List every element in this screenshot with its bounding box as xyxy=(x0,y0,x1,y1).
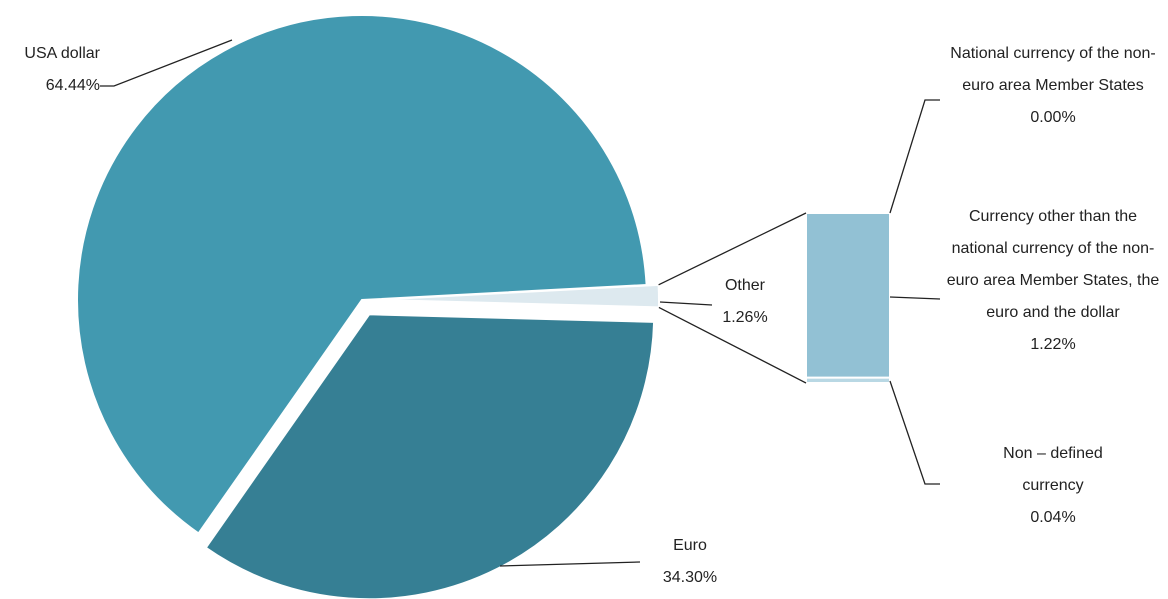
bar-segment xyxy=(805,212,891,379)
category-name: Currency other than the national currenc… xyxy=(946,208,1160,321)
data-label: Non – defined currency 0.04% xyxy=(980,438,1126,534)
pie-slice xyxy=(204,313,656,599)
data-label: Other 1.26% xyxy=(695,270,795,334)
value-label: 0.04% xyxy=(1030,509,1076,526)
leader-line xyxy=(659,301,713,306)
leader-line xyxy=(499,561,641,567)
category-name: Euro xyxy=(673,537,707,554)
leader-line xyxy=(889,99,940,214)
value-label: 64.44% xyxy=(45,77,100,94)
connector-line xyxy=(658,306,807,384)
value-label: 34.30% xyxy=(662,569,718,586)
data-label: USA dollar 64.44% xyxy=(24,38,100,102)
category-name: USA dollar xyxy=(24,45,100,62)
data-label: Currency other than the national currenc… xyxy=(945,201,1161,361)
data-label: Euro 34.30% xyxy=(590,530,790,594)
pie-slice xyxy=(76,14,648,535)
value-label: 1.26% xyxy=(722,309,768,326)
value-label: 0.00% xyxy=(1030,109,1076,126)
leader-line xyxy=(889,296,941,300)
leader-line xyxy=(100,39,233,87)
category-name: National currency of the non-euro area M… xyxy=(950,45,1156,94)
category-name: Other xyxy=(724,277,765,294)
pie-slice xyxy=(373,283,660,309)
data-label: National currency of the non-euro area M… xyxy=(945,38,1161,134)
connector-line xyxy=(658,212,807,286)
value-label: 1.22% xyxy=(1030,336,1076,353)
leader-line xyxy=(889,380,940,485)
category-name: Non – defined currency xyxy=(1003,445,1103,494)
